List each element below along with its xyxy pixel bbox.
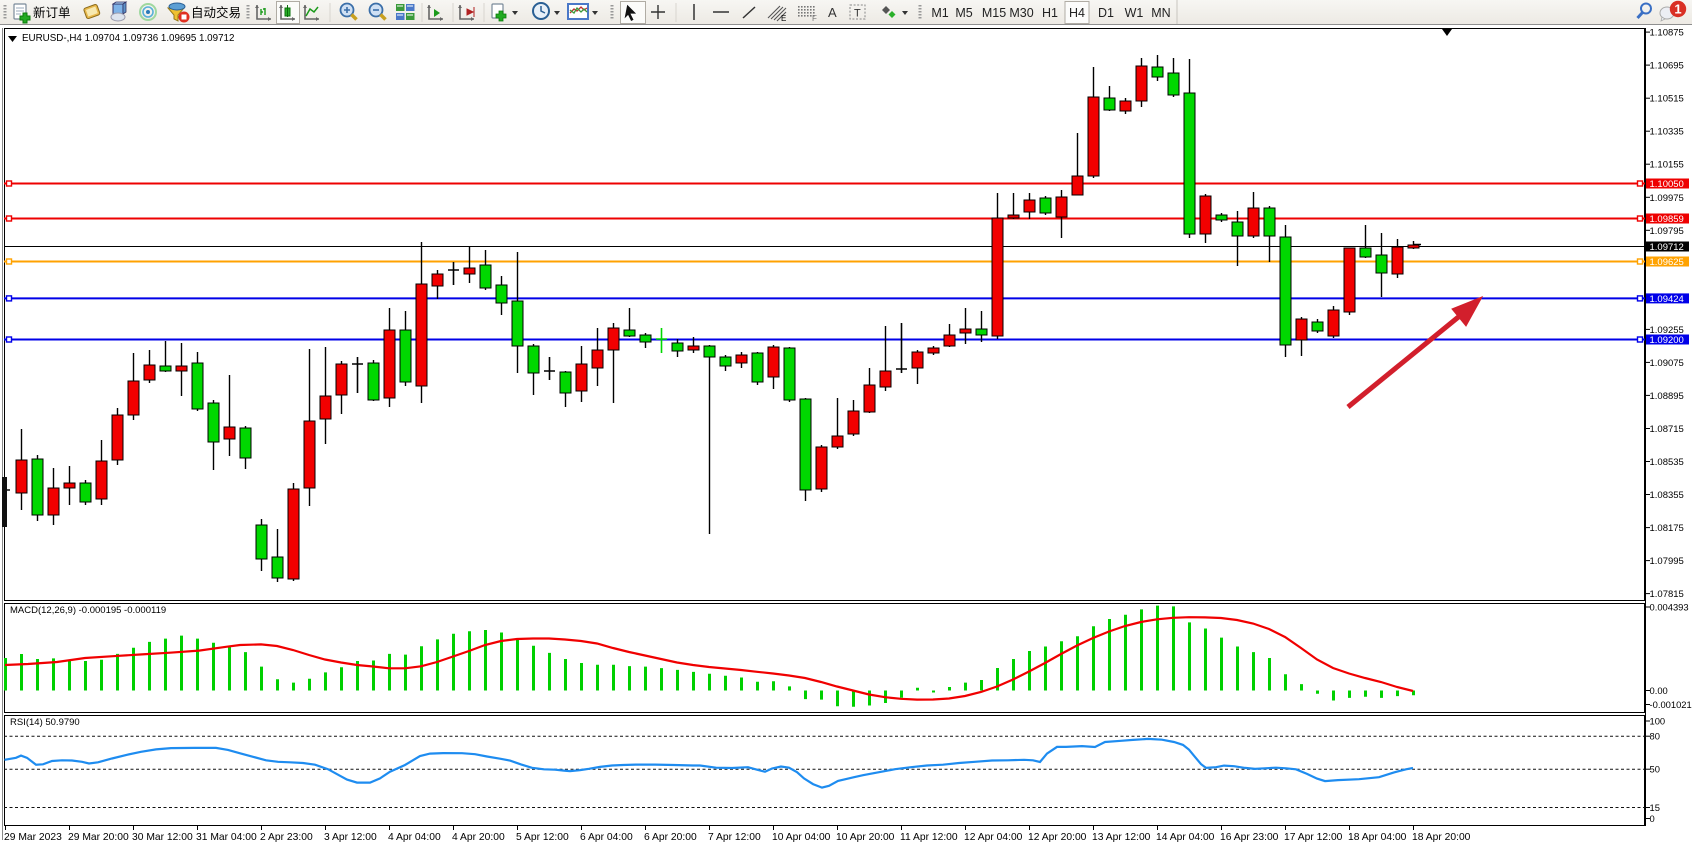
svg-text:6 Apr 20:00: 6 Apr 20:00 <box>644 832 697 843</box>
svg-text:E: E <box>781 14 786 23</box>
svg-text:1.09075: 1.09075 <box>1650 358 1684 369</box>
svg-text:11 Apr 12:00: 11 Apr 12:00 <box>900 832 958 843</box>
svg-text:80: 80 <box>1650 731 1660 742</box>
svg-text:29 Mar 2023: 29 Mar 2023 <box>4 832 62 843</box>
svg-text:1.10155: 1.10155 <box>1650 160 1684 171</box>
svg-text:1.09975: 1.09975 <box>1650 193 1684 204</box>
svg-text:M15: M15 <box>982 6 1006 20</box>
svg-text:1.10515: 1.10515 <box>1650 94 1684 105</box>
svg-text:H4: H4 <box>1069 6 1085 20</box>
svg-text:H1: H1 <box>1042 6 1058 20</box>
svg-text:RSI(14) 50.9790: RSI(14) 50.9790 <box>10 717 80 728</box>
svg-text:1.09255: 1.09255 <box>1650 325 1684 336</box>
svg-text:M1: M1 <box>931 6 948 20</box>
svg-text:1.09424: 1.09424 <box>1650 294 1684 305</box>
svg-text:1.09859: 1.09859 <box>1650 214 1684 225</box>
svg-text:18 Apr 20:00: 18 Apr 20:00 <box>1412 832 1471 843</box>
svg-text:1.09795: 1.09795 <box>1650 226 1684 237</box>
svg-text:W1: W1 <box>1125 6 1144 20</box>
svg-text:F: F <box>812 14 817 23</box>
svg-text:1.09625: 1.09625 <box>1650 257 1684 268</box>
svg-text:1: 1 <box>1674 2 1681 17</box>
svg-text:5 Apr 12:00: 5 Apr 12:00 <box>516 832 569 843</box>
svg-text:0.00: 0.00 <box>1650 685 1668 696</box>
svg-text:MACD(12,26,9) -0.000195 -0.000: MACD(12,26,9) -0.000195 -0.000119 <box>10 605 166 616</box>
svg-text:EURUSD-,H4 1.09704 1.09736 1.: EURUSD-,H4 1.09704 1.09736 1.09695 1.097… <box>22 33 234 44</box>
svg-text:12 Apr 04:00: 12 Apr 04:00 <box>964 832 1023 843</box>
svg-text:1.08715: 1.08715 <box>1650 424 1684 435</box>
svg-text:T: T <box>854 8 861 20</box>
svg-text:1.07995: 1.07995 <box>1650 556 1684 567</box>
svg-text:D1: D1 <box>1098 6 1114 20</box>
svg-text:自动交易: 自动交易 <box>191 5 241 20</box>
svg-text:A: A <box>828 5 837 20</box>
svg-text:0.004393: 0.004393 <box>1650 602 1689 613</box>
svg-text:17 Apr 12:00: 17 Apr 12:00 <box>1284 832 1343 843</box>
svg-text:1.10695: 1.10695 <box>1650 61 1684 72</box>
svg-text:29 Mar 20:00: 29 Mar 20:00 <box>68 832 129 843</box>
svg-text:1.09712: 1.09712 <box>1650 242 1684 253</box>
svg-text:15: 15 <box>1650 802 1660 813</box>
svg-text:100: 100 <box>1650 716 1666 727</box>
svg-text:-0.001021: -0.001021 <box>1650 699 1692 710</box>
svg-text:18 Apr 04:00: 18 Apr 04:00 <box>1348 832 1407 843</box>
svg-text:4 Apr 20:00: 4 Apr 20:00 <box>452 832 505 843</box>
svg-text:MN: MN <box>1151 6 1170 20</box>
svg-text:4 Apr 04:00: 4 Apr 04:00 <box>388 832 441 843</box>
svg-text:31 Mar 04:00: 31 Mar 04:00 <box>196 832 257 843</box>
svg-text:1.08535: 1.08535 <box>1650 457 1684 468</box>
svg-text:1.08175: 1.08175 <box>1650 523 1684 534</box>
svg-text:M30: M30 <box>1009 6 1033 20</box>
svg-text:1.08895: 1.08895 <box>1650 391 1684 402</box>
svg-text:3 Apr 12:00: 3 Apr 12:00 <box>324 832 377 843</box>
svg-text:新订单: 新订单 <box>33 5 71 20</box>
svg-text:12 Apr 20:00: 12 Apr 20:00 <box>1028 832 1087 843</box>
svg-text:6 Apr 04:00: 6 Apr 04:00 <box>580 832 633 843</box>
svg-text:1.10335: 1.10335 <box>1650 127 1684 138</box>
svg-text:1.08355: 1.08355 <box>1650 490 1684 501</box>
svg-text:M5: M5 <box>955 6 972 20</box>
svg-text:13 Apr 12:00: 13 Apr 12:00 <box>1092 832 1151 843</box>
svg-text:1.10050: 1.10050 <box>1650 179 1684 190</box>
svg-text:1.09200: 1.09200 <box>1650 335 1684 346</box>
svg-text:16 Apr 23:00: 16 Apr 23:00 <box>1220 832 1279 843</box>
svg-text:7 Apr 12:00: 7 Apr 12:00 <box>708 832 761 843</box>
svg-text:10 Apr 20:00: 10 Apr 20:00 <box>836 832 895 843</box>
svg-text:0: 0 <box>1650 813 1655 824</box>
svg-text:14 Apr 04:00: 14 Apr 04:00 <box>1156 832 1215 843</box>
svg-text:1.10875: 1.10875 <box>1650 28 1684 39</box>
svg-text:30 Mar 12:00: 30 Mar 12:00 <box>132 832 193 843</box>
svg-text:10 Apr 04:00: 10 Apr 04:00 <box>772 832 831 843</box>
svg-text:1.07815: 1.07815 <box>1650 589 1684 600</box>
svg-text:2 Apr 23:00: 2 Apr 23:00 <box>260 832 313 843</box>
svg-text:50: 50 <box>1650 764 1660 775</box>
